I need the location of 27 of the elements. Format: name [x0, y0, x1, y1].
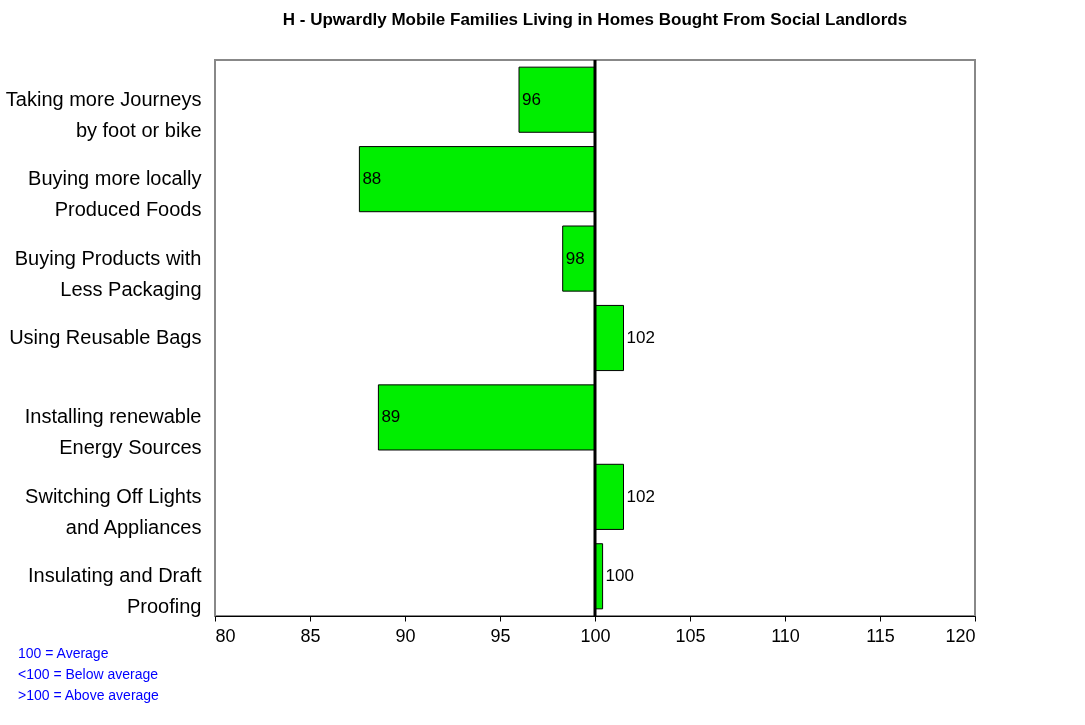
x-tick-label: 90 [395, 625, 416, 646]
x-tick-label: 80 [215, 625, 236, 646]
y-tick-label: Installing renewable Energy Sources [24, 405, 202, 459]
chart-title: H - Upwardly Mobile Families Living in Homes Bought From Social Landlords [282, 9, 908, 29]
data-label: 100 [605, 566, 634, 586]
y-tick-label: Taking more Journeys by foot or bike [5, 87, 202, 141]
x-tick-label: 105 [675, 625, 706, 646]
x-tick-label: 85 [300, 625, 321, 646]
y-tick-label: Buying more locally Produced Foods [28, 167, 202, 221]
data-label: 102 [626, 328, 655, 347]
data-label: 98 [565, 248, 585, 268]
data-label: 89 [381, 407, 401, 427]
x-tick-label: 120 [945, 625, 976, 646]
x-tick-label: 100 [580, 625, 611, 646]
text: 100 = Average [18, 644, 110, 663]
y-tick-label: Insulating and Draft Proofing [28, 564, 202, 618]
data-label: 102 [626, 486, 655, 506]
x-tick-label: 115 [866, 625, 895, 646]
text: >100 = Above average [18, 686, 159, 705]
y-tick-label: Switching Off Lights and Appliances [25, 484, 202, 538]
data-label: 96 [522, 89, 541, 109]
text: <100 = Below average [18, 665, 159, 684]
x-tick-label: 95 [490, 625, 511, 646]
y-tick-label: Using Reusable Bags [9, 326, 202, 348]
data-label: 88 [362, 169, 382, 189]
y-tick-label: Buying Products with Less Packaging [14, 246, 202, 300]
x-tick-label: 110 [771, 625, 800, 646]
